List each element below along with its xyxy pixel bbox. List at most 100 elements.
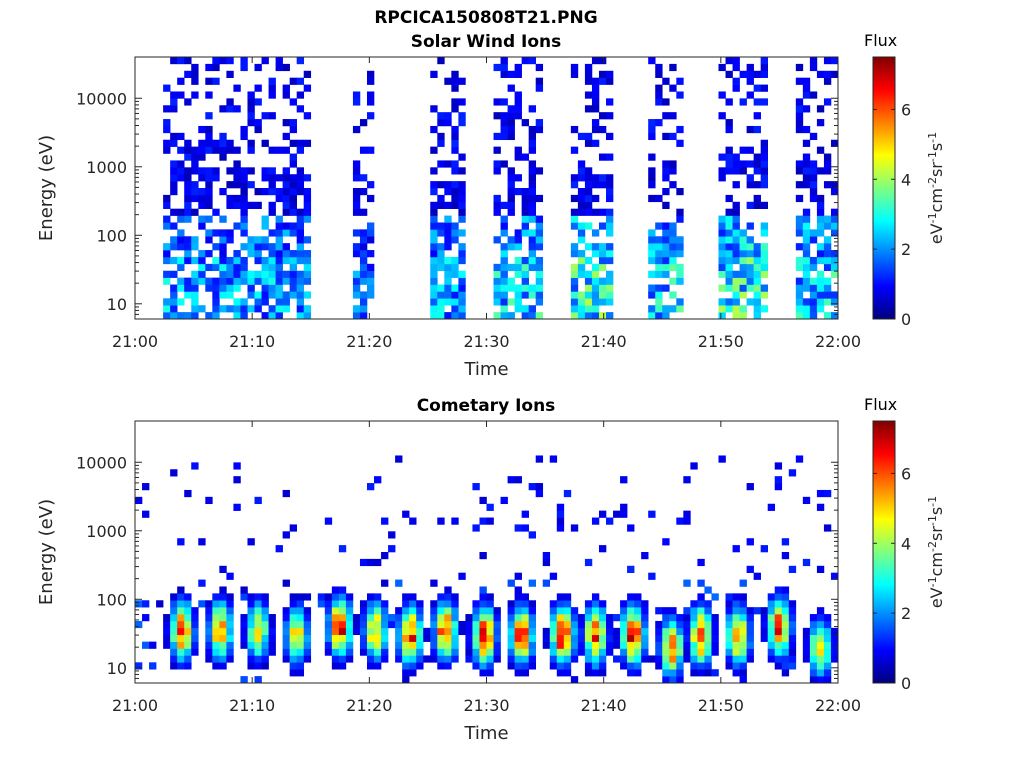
heatmap-cell: [620, 503, 628, 511]
heatmap-cell: [191, 70, 199, 78]
heatmap-cell: [268, 614, 276, 622]
heatmap-cell: [177, 77, 185, 85]
heatmap-cell: [493, 284, 501, 292]
heatmap-cell: [268, 648, 276, 656]
heatmap-cell: [184, 489, 192, 498]
heatmap-cell: [641, 634, 649, 642]
colorbar-tick-label: 0: [901, 674, 911, 693]
heatmap-cell: [247, 146, 255, 154]
heatmap-cell: [402, 641, 410, 649]
heatmap-cell: [142, 600, 150, 608]
heatmap-cell: [486, 593, 494, 601]
heatmap-cell: [296, 57, 305, 65]
heatmap-cell: [676, 125, 684, 134]
heatmap-cell: [697, 600, 705, 608]
heatmap-cell: [591, 119, 600, 127]
heatmap-cell: [823, 291, 832, 299]
heatmap-cell: [788, 662, 797, 670]
heatmap-cell: [760, 627, 768, 636]
heatmap-cell: [528, 243, 537, 251]
heatmap-cell: [584, 174, 593, 182]
heatmap-cell: [254, 641, 262, 649]
heatmap-cell: [303, 256, 312, 265]
heatmap-cell: [374, 634, 382, 642]
heatmap-cell: [437, 222, 445, 230]
heatmap-cell: [521, 312, 529, 320]
heatmap-cell: [816, 627, 825, 636]
heatmap-cell: [795, 277, 804, 285]
heatmap-cell: [451, 270, 459, 278]
heatmap-cell: [205, 167, 213, 175]
heatmap-cell: [816, 194, 825, 203]
heatmap-cell: [662, 662, 670, 670]
heatmap-cell: [352, 305, 361, 313]
heatmap-cell: [184, 312, 192, 320]
heatmap-cell: [641, 655, 649, 663]
heatmap-cell: [795, 194, 804, 203]
heatmap-cell: [725, 263, 733, 272]
heatmap-cell: [212, 284, 220, 292]
heatmap-cell: [458, 620, 466, 629]
heatmap-cell: [542, 634, 551, 642]
heatmap-cell: [352, 277, 361, 285]
heatmap-cell: [352, 312, 361, 320]
heatmap-cell: [247, 620, 255, 629]
heatmap-cell: [669, 250, 677, 258]
heatmap-cell: [282, 270, 290, 278]
heatmap-cell: [240, 188, 248, 196]
heatmap-cell: [458, 201, 466, 209]
heatmap-cell: [823, 620, 832, 629]
heatmap-cell: [774, 655, 783, 663]
heatmap-cell: [451, 105, 459, 113]
heatmap-cell: [662, 98, 670, 106]
heatmap-cell: [247, 305, 255, 313]
heatmap-cell: [823, 98, 832, 106]
heatmap-cell: [479, 662, 487, 670]
heatmap-cell: [598, 298, 607, 306]
heatmap-cell: [641, 614, 649, 622]
heatmap-cell: [268, 167, 276, 175]
heatmap-cell: [205, 174, 213, 182]
heatmap-cell: [802, 641, 811, 649]
heatmap-cell: [795, 63, 804, 72]
heatmap-cell: [472, 627, 480, 636]
heatmap-cell: [423, 627, 431, 636]
heatmap-cell: [732, 641, 740, 649]
heatmap-cell: [795, 284, 804, 292]
heatmap-cell: [802, 167, 811, 175]
heatmap-cell: [275, 263, 283, 272]
heatmap-cell: [655, 607, 663, 615]
heatmap-cell: [233, 194, 241, 203]
heatmap-cell: [669, 112, 677, 120]
heatmap-cell: [746, 284, 754, 292]
heatmap-cell: [486, 669, 494, 677]
heatmap-cell: [451, 291, 459, 299]
colorbar-tick-label: 4: [901, 170, 911, 189]
heatmap-cell: [704, 648, 712, 656]
heatmap-cell: [303, 593, 312, 601]
heatmap-cell: [648, 194, 656, 203]
heatmap-cell: [170, 607, 178, 615]
heatmap-cell: [381, 517, 389, 525]
heatmap-cell: [184, 208, 192, 216]
heatmap-cell: [205, 312, 213, 320]
heatmap-cell: [493, 201, 501, 209]
heatmap-cell: [142, 483, 150, 491]
heatmap-cell: [704, 586, 712, 594]
heatmap-cell: [514, 620, 522, 629]
heatmap-cell: [816, 614, 825, 622]
heatmap-cell: [254, 662, 262, 670]
heatmap-cell: [451, 188, 459, 196]
heatmap-cell: [451, 77, 459, 85]
heatmap-cell: [662, 641, 670, 649]
heatmap-cell: [472, 662, 480, 670]
heatmap-cell: [184, 167, 192, 175]
heatmap-cell: [219, 139, 227, 147]
heatmap-cell: [170, 312, 178, 320]
heatmap-cell: [395, 648, 403, 656]
heatmap-cell: [739, 641, 747, 649]
heatmap-cell: [739, 593, 747, 601]
heatmap-cell: [275, 63, 283, 72]
heatmap-cell: [507, 284, 515, 292]
heatmap-cell: [444, 662, 452, 670]
